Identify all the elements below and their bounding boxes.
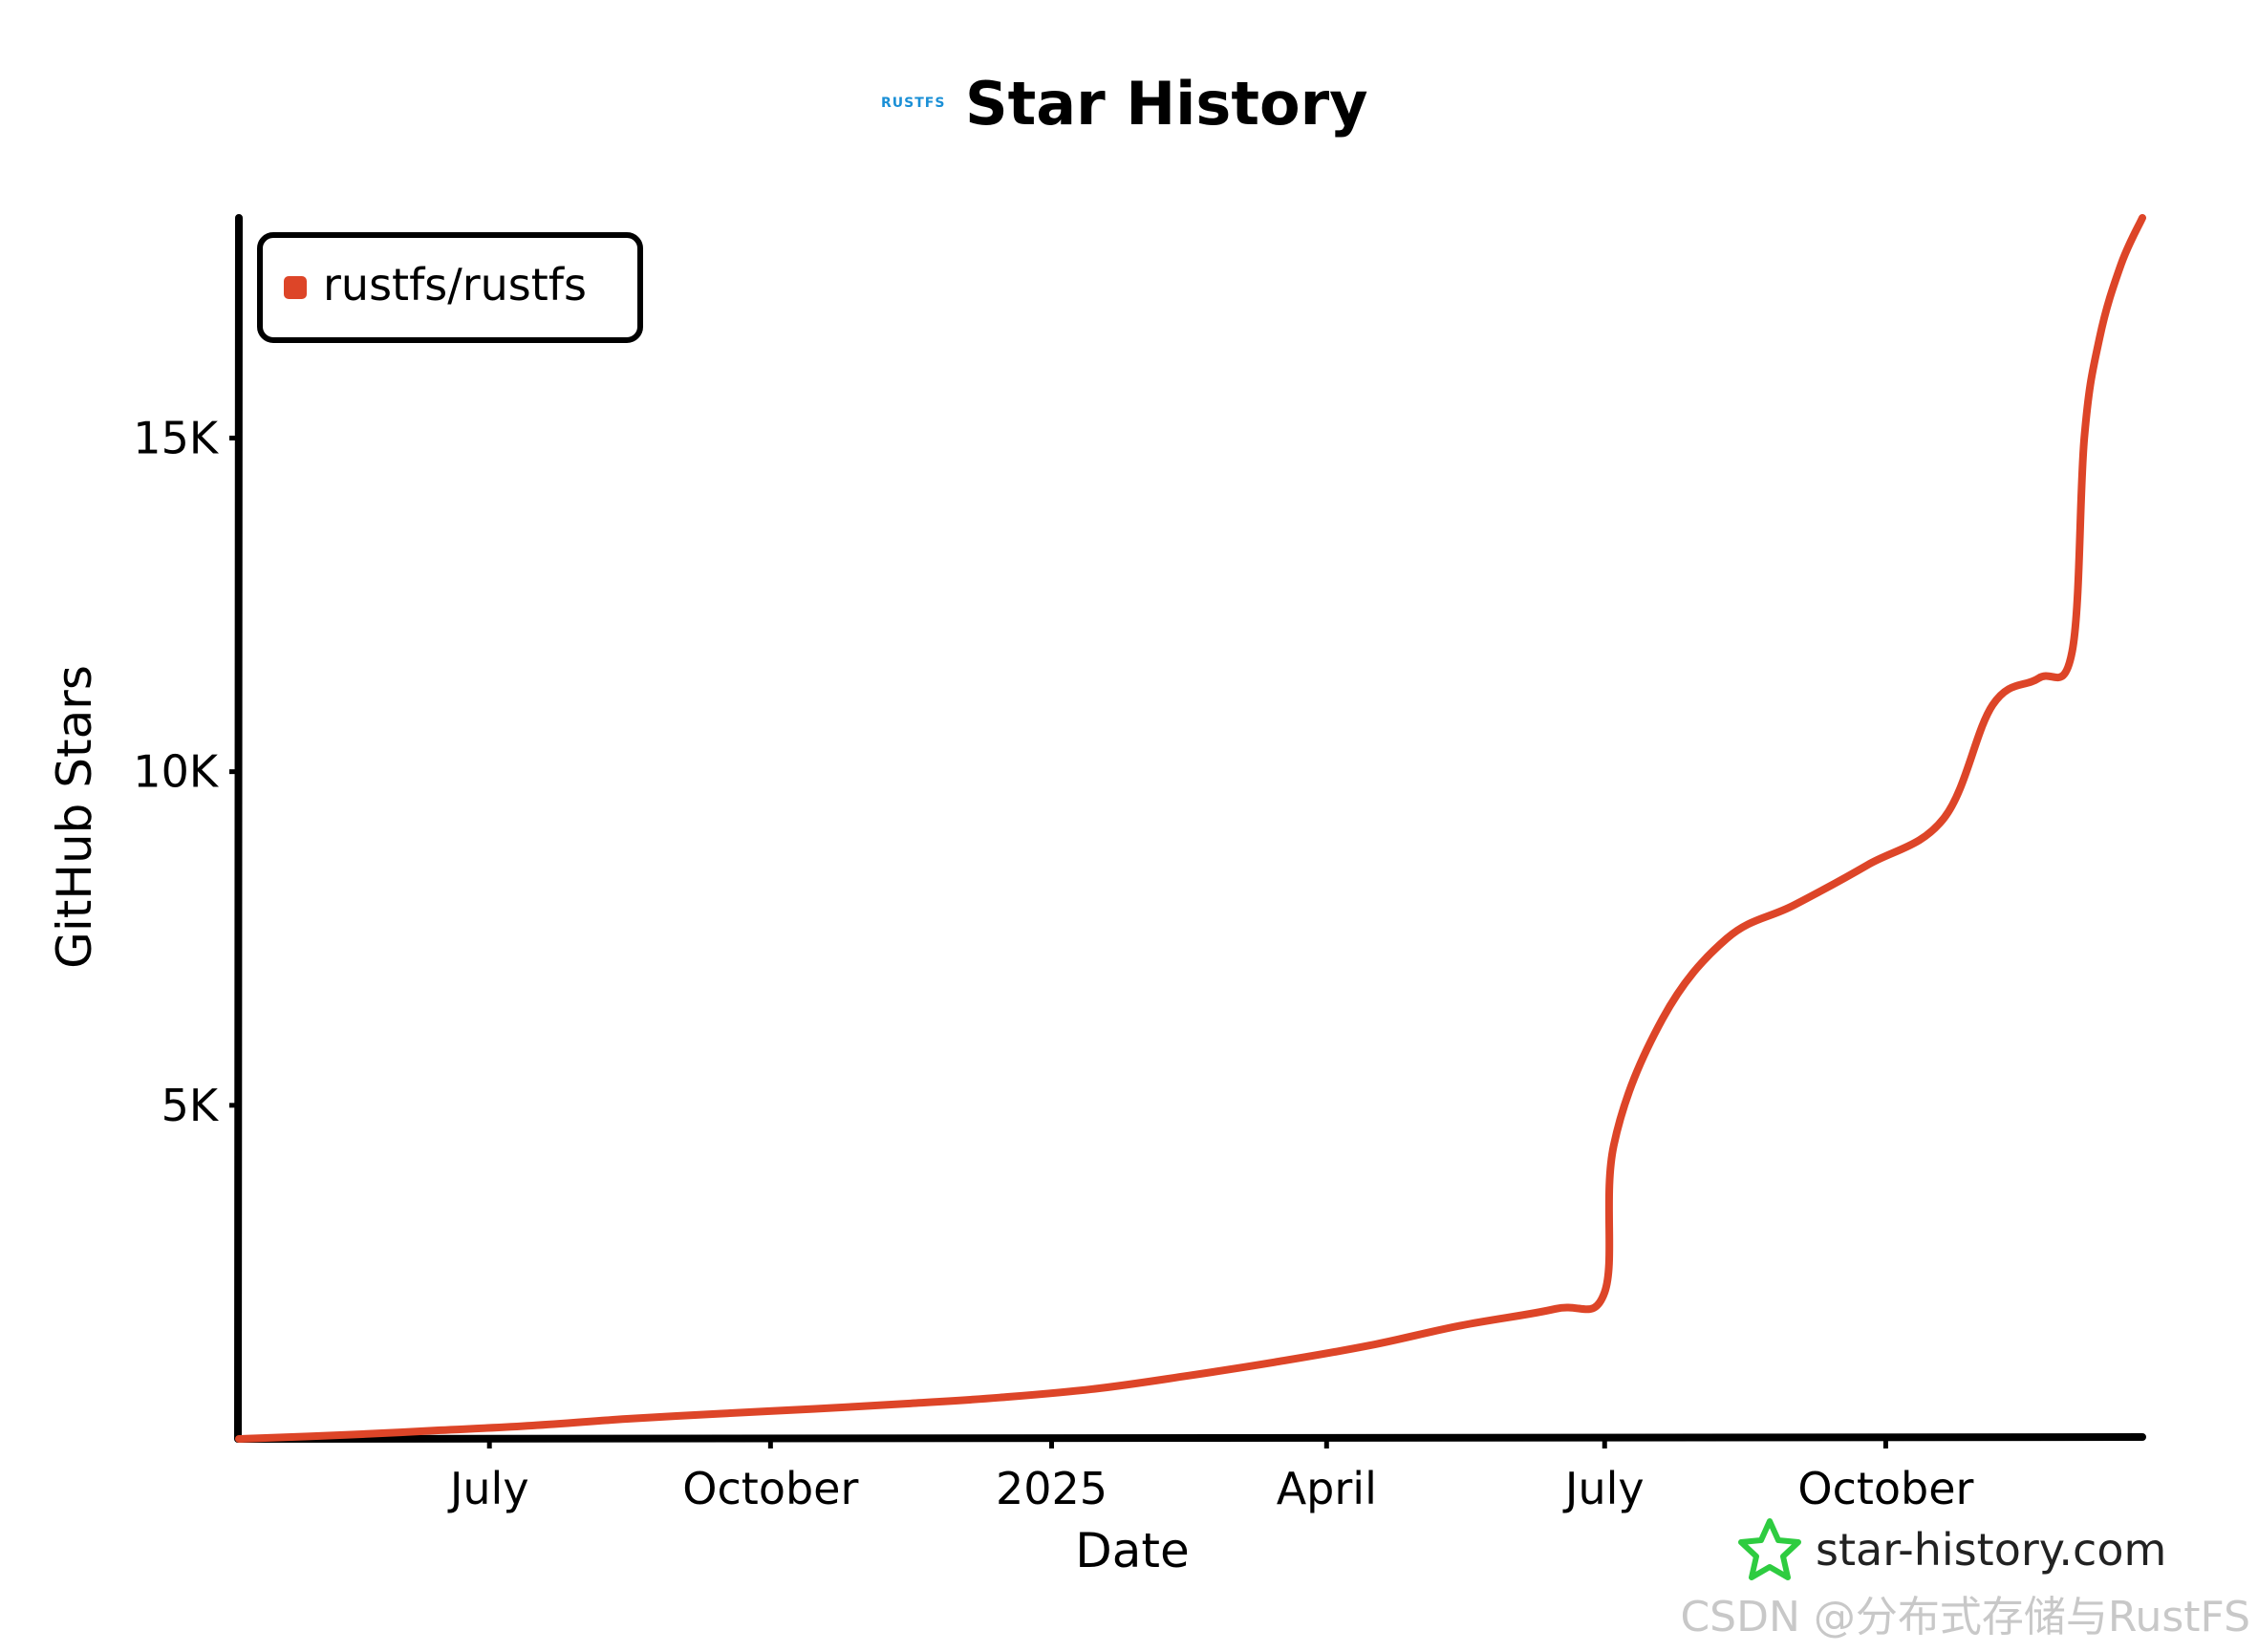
y-tick-group: 5K 10K 15K <box>133 412 239 1131</box>
y-tick-label: 15K <box>133 412 220 463</box>
star-outline-icon <box>1738 1518 1801 1580</box>
y-axis-line <box>234 214 244 1443</box>
x-tick-label: 2025 <box>996 1463 1107 1514</box>
y-tick-label: 10K <box>133 746 220 798</box>
x-tick-label: October <box>1797 1463 1973 1514</box>
chart-title: Star History <box>965 69 1368 139</box>
x-tick-label: July <box>1562 1463 1645 1514</box>
x-tick-label: October <box>682 1463 858 1514</box>
rustfs-logo: RUSTFS <box>881 96 945 111</box>
series-group <box>235 214 2146 1443</box>
x-tick-label: April <box>1277 1463 1377 1514</box>
legend: rustfs/rustfs <box>257 232 643 343</box>
legend-label-rustfs: rustfs/rustfs <box>323 259 587 311</box>
series-line-rustfs <box>235 214 2146 1443</box>
x-tick-label: July <box>447 1463 529 1514</box>
x-axis-title: Date <box>1075 1523 1190 1578</box>
x-tick-group: July October 2025 April July October <box>447 1439 1974 1514</box>
y-tick-label: 5K <box>161 1080 220 1131</box>
y-axis-title: GitHub Stars <box>47 665 102 969</box>
legend-swatch <box>284 276 307 299</box>
brand-site: star-history.com <box>1816 1524 2166 1576</box>
csdn-watermark: CSDN @分布式存储与RustFS <box>1680 1593 2250 1641</box>
legend-box <box>257 232 643 343</box>
x-axis-line <box>235 1433 2146 1444</box>
